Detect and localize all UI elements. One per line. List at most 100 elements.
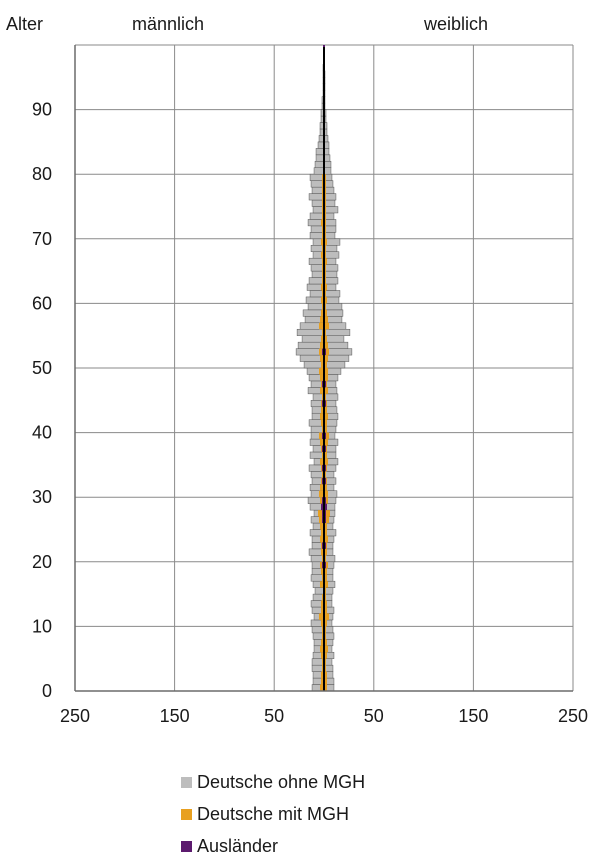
x-tick-label: 250: [60, 706, 90, 726]
bar-male: [320, 387, 324, 394]
bar-male: [319, 368, 324, 375]
legend-item: Deutsche ohne MGH: [181, 766, 365, 798]
bar-female: [324, 374, 328, 381]
bar-male: [319, 432, 324, 440]
y-tick-label: 40: [32, 423, 52, 443]
bar-female: [324, 678, 327, 685]
bar-female: [324, 581, 328, 588]
bar-female: [323, 290, 341, 298]
bar-female: [324, 574, 327, 582]
bar-female: [324, 361, 327, 368]
bar-female: [324, 387, 328, 394]
bar-female: [323, 251, 340, 259]
bar-male: [319, 490, 324, 498]
bar-male: [313, 167, 325, 175]
bar-male: [321, 548, 324, 556]
bar-male: [320, 316, 324, 323]
bar-female: [324, 309, 327, 317]
x-tick-label: 50: [264, 706, 284, 726]
bar-male: [321, 568, 324, 575]
bar-male: [320, 535, 324, 543]
bar-male: [309, 451, 325, 459]
bar-male: [309, 290, 325, 298]
bar-female: [324, 451, 327, 459]
bar-male: [307, 303, 325, 311]
bar-male: [321, 361, 324, 368]
bar-female: [324, 529, 327, 536]
legend-label: Deutsche mit MGH: [197, 803, 350, 824]
x-tick-labels: 250 150 50 50 150 250: [60, 706, 588, 726]
bar-male: [315, 154, 325, 162]
bar-female: [324, 671, 327, 679]
bar-female: [324, 548, 327, 556]
bar-male: [321, 600, 324, 608]
bar-female: [324, 296, 327, 304]
bar-female: [324, 535, 328, 543]
bar-male: [321, 503, 324, 511]
bar-female: [323, 361, 346, 369]
bar-female: [323, 264, 339, 272]
bar-female: [324, 335, 327, 343]
x-tick-label: 50: [364, 706, 384, 726]
bar-male: [321, 296, 324, 304]
bar-female: [324, 458, 328, 465]
bar-male: [308, 277, 325, 285]
bar-female: [324, 510, 330, 517]
bar-male: [302, 309, 325, 317]
y-tick-label: 80: [32, 164, 52, 184]
bar-male: [321, 335, 324, 343]
bar-male: [296, 328, 325, 336]
bar-female: [324, 316, 328, 323]
x-tick-label: 250: [558, 706, 588, 726]
legend-swatch-auslaender: [181, 840, 192, 852]
x-left-title: männlich: [132, 14, 204, 34]
bar-female: [324, 652, 327, 659]
bar-male: [319, 613, 324, 620]
x-tick-label: 150: [160, 706, 190, 726]
bar-male: [321, 671, 324, 679]
bar-male: [309, 173, 325, 181]
y-tick-label: 90: [32, 100, 52, 120]
bar-male: [320, 684, 324, 691]
legend-item: Ausländer: [181, 830, 365, 862]
bar-male: [320, 439, 324, 446]
bar-male: [315, 148, 325, 156]
legend-swatch-mit: [181, 808, 192, 820]
bar-female: [324, 600, 327, 608]
bar-male: [301, 335, 325, 343]
y-tick-label: 0: [42, 681, 52, 701]
y-tick-label: 10: [32, 616, 52, 636]
bar-male: [321, 419, 324, 427]
bar-female: [324, 406, 327, 414]
bar-female: [324, 355, 328, 362]
bar-male: [320, 458, 324, 465]
bar-male: [314, 587, 325, 595]
bar-male: [319, 348, 324, 356]
bar-male: [321, 309, 324, 317]
legend: Deutsche ohne MGH Deutsche mit MGH Auslä…: [181, 766, 365, 862]
bar-male: [321, 639, 324, 646]
y-tick-label: 30: [32, 487, 52, 507]
bar-female: [324, 484, 327, 491]
bar-male: [320, 355, 324, 362]
bar-male: [320, 645, 324, 653]
y-axis-title: Alter: [6, 14, 43, 34]
bar-male: [319, 322, 324, 330]
bar-male: [320, 342, 324, 349]
x-right-title: weiblich: [423, 14, 488, 34]
bar-female: [323, 167, 332, 175]
bar-male: [321, 406, 324, 414]
bar-female: [324, 348, 329, 356]
legend-label: Ausländer: [197, 835, 279, 856]
bar-female: [324, 432, 329, 440]
bar-male: [321, 607, 324, 614]
bar-male: [314, 161, 325, 168]
bar-female: [324, 322, 329, 330]
legend-label: Deutsche ohne MGH: [197, 771, 366, 792]
legend-swatch-ohne: [181, 776, 192, 788]
bar-male: [320, 523, 324, 530]
bar-female: [323, 161, 332, 168]
bar-female: [323, 206, 339, 214]
y-tick-label: 20: [32, 552, 52, 572]
